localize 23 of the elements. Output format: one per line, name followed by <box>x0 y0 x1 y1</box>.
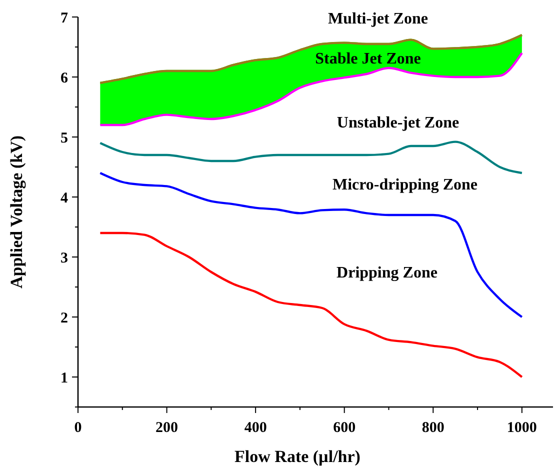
x-tick-label: 0 <box>74 420 82 436</box>
annotation: Stable Jet Zone <box>315 50 421 68</box>
y-tick-label: 1 <box>60 370 68 386</box>
annotation: Dripping Zone <box>336 264 438 282</box>
line-series <box>99 172 524 318</box>
y-tick-label: 3 <box>60 250 68 266</box>
x-tick-label: 1000 <box>506 420 537 436</box>
y-tick-label: 6 <box>60 70 68 86</box>
x-tick-label: 400 <box>244 420 267 436</box>
y-tick-label: 2 <box>60 310 68 326</box>
x-tick-label: 600 <box>333 420 356 436</box>
y-axis-title: Applied Voltage (kV) <box>7 135 26 289</box>
annotation: Micro-dripping Zone <box>332 176 478 194</box>
x-axis-title: Flow Rate (µl/hr) <box>234 447 360 466</box>
x-tick-label: 200 <box>156 420 178 436</box>
line-series <box>99 232 524 378</box>
y-tick-label: 4 <box>60 190 68 206</box>
annotation: Multi-jet Zone <box>328 10 428 28</box>
line-series <box>99 140 524 174</box>
annotation: Unstable-jet Zone <box>336 114 460 132</box>
x-tick-label: 800 <box>422 420 444 436</box>
y-tick-label: 7 <box>60 10 68 26</box>
y-tick-label: 5 <box>60 130 68 146</box>
